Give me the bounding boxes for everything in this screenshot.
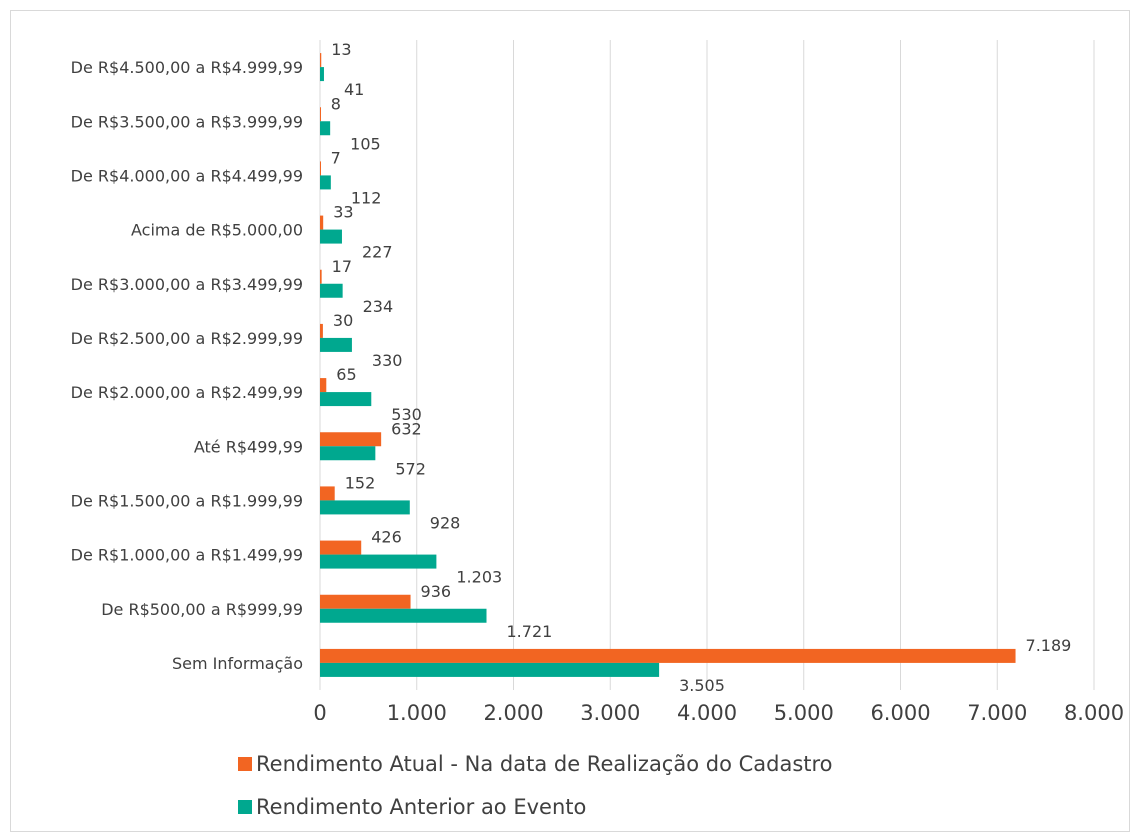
bar-previous [320,446,376,461]
x-tick-label: 0 [313,701,326,720]
category-label: De R$4.000,00 a R$4.499,99 [71,166,303,185]
category-label: De R$3.500,00 a R$3.999,99 [71,112,303,131]
data-label: 227 [362,243,393,262]
bar-current [320,648,1016,663]
x-tick-label: 1.000 [387,701,447,720]
category-label: De R$2.000,00 a R$2.499,99 [71,383,303,402]
bar-previous [320,337,352,352]
bar-previous [320,121,331,136]
bar-current [320,486,335,501]
data-label: 112 [351,188,382,207]
data-label: 3.505 [679,676,725,695]
category-label: Acima de R$5.000,00 [131,221,303,240]
data-label: 530 [391,405,422,424]
x-tick-label: 2.000 [483,701,543,720]
category-label: De R$500,00 a R$999,99 [101,600,303,619]
category-label: De R$1.500,00 a R$1.999,99 [71,491,303,510]
x-tick-label: 5.000 [774,701,834,720]
bar-current [320,53,322,68]
bar-previous [320,175,331,190]
data-label: 426 [371,528,402,547]
data-label: 30 [333,311,353,330]
data-label: 13 [331,40,351,59]
legend-label-current: Rendimento Atual - Na data de Realização… [256,752,833,776]
data-label: 330 [372,351,403,370]
x-tick-label: 3.000 [580,701,640,720]
data-label: 936 [421,582,452,601]
category-label: De R$3.000,00 a R$3.499,99 [71,275,303,294]
data-label: 8 [331,94,341,113]
bar-previous [320,554,437,569]
data-label: 1.203 [456,568,502,587]
data-label: 632 [391,419,422,438]
x-tick-label: 8.000 [1064,701,1124,720]
data-label: 65 [336,365,356,384]
data-label: 17 [332,257,352,276]
bar-previous [320,392,372,407]
bar-chart: 0 1.000 2.000 3.000 4.000 5.000 6.000 7.000 8.00… [71,40,1124,720]
bar-current [320,269,322,284]
data-label: 7 [331,148,341,167]
bar-previous [320,283,343,298]
bar-previous [320,500,410,515]
data-label: 105 [350,134,381,153]
chart-frame [10,10,1130,832]
bar-previous [320,608,487,623]
bar-current [320,215,324,230]
bar-previous [320,662,660,677]
legend-label-previous: Rendimento Anterior ao Evento [256,795,587,819]
x-tick-label: 6.000 [870,701,930,720]
bar-current [320,540,362,555]
bar-current [320,594,411,609]
legend-item-current: Rendimento Atual - Na data de Realização… [238,752,833,776]
legend-swatch-previous [238,800,252,814]
bar-current [320,378,327,393]
bar-previous [320,229,342,244]
data-label: 41 [344,80,364,99]
category-label: De R$2.500,00 a R$2.999,99 [71,329,303,348]
data-label: 928 [430,513,461,532]
data-label: 1.721 [507,622,553,641]
legend-item-previous: Rendimento Anterior ao Evento [238,795,586,819]
data-label: 572 [395,459,426,478]
bar-current [320,323,323,338]
bar-previous [320,67,324,82]
data-label: 234 [363,297,394,316]
bar-current [320,161,321,176]
data-label: 152 [345,473,376,492]
bar-current [320,432,382,447]
x-tick-label: 4.000 [677,701,737,720]
data-label: 33 [333,203,353,222]
legend-swatch-current [238,757,252,771]
category-label: Até R$499,99 [194,437,303,456]
data-label: 7.189 [1026,636,1072,655]
category-label: De R$4.500,00 a R$4.999,99 [71,58,303,77]
x-tick-label: 7.000 [967,701,1027,720]
category-label: Sem Informação [172,654,303,673]
bar-current [320,107,321,122]
category-label: De R$1.000,00 a R$1.499,99 [71,546,303,565]
